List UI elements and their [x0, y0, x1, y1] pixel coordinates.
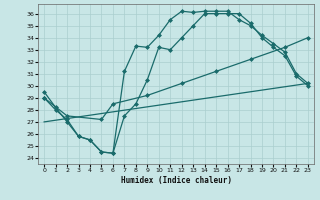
X-axis label: Humidex (Indice chaleur): Humidex (Indice chaleur)	[121, 176, 231, 185]
